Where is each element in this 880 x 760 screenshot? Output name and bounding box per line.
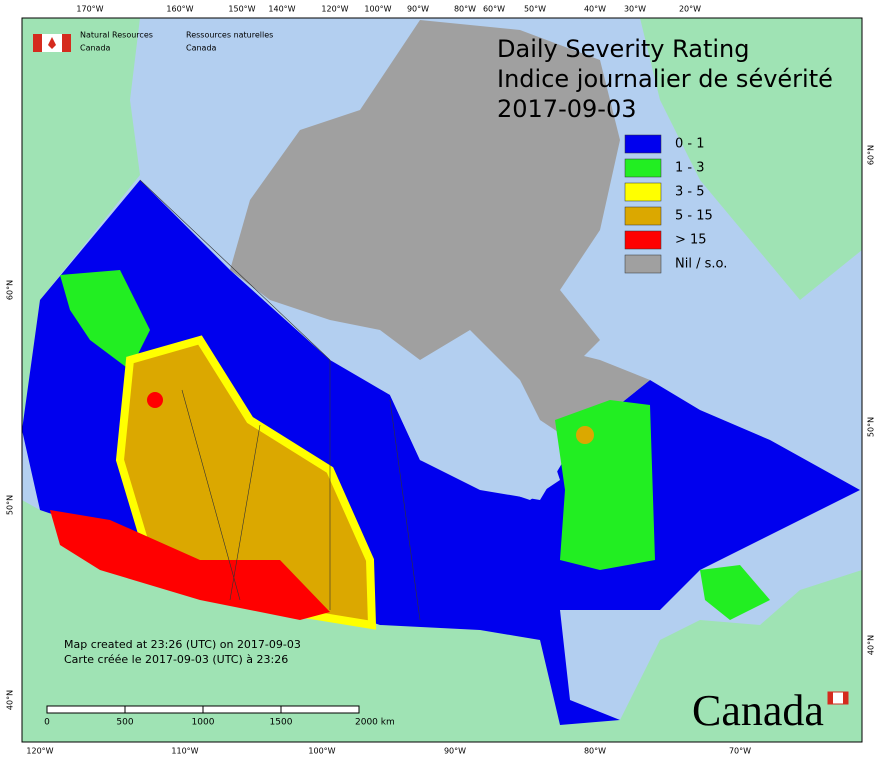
graticule-borders — [139, 179, 421, 621]
graticule-label: 50°W — [524, 5, 546, 14]
graticule-label: 170°W — [76, 5, 103, 14]
graticule-label: 50°N — [6, 495, 15, 515]
shape — [62, 34, 71, 52]
scale-segment — [46, 705, 126, 714]
shape — [33, 34, 42, 52]
scale-label: 1500 — [270, 718, 293, 728]
scale-segment — [124, 705, 204, 714]
scale-segment — [202, 705, 282, 714]
graticule-label: 60°N — [867, 145, 876, 165]
nrcan-logo: Natural Resources Canada Ressources natu… — [33, 31, 273, 53]
title: 2017-09-03 — [497, 95, 636, 123]
graticule-label: 90°W — [444, 747, 466, 756]
legend-label: 5 - 15 — [675, 209, 713, 224]
wordmark: Canada — [692, 686, 849, 735]
agency-en: Canada — [80, 44, 111, 53]
arctic-islands — [230, 20, 620, 380]
agency-en: Natural Resources — [80, 31, 153, 40]
legend-swatch — [624, 206, 662, 226]
legend-swatch — [624, 182, 662, 202]
graticule-label: 50°N — [867, 417, 876, 437]
graticule-label: 100°W — [308, 747, 335, 756]
graticule-label: 40°W — [584, 5, 606, 14]
graticule-label: 80°W — [454, 5, 476, 14]
hotspot — [147, 392, 163, 408]
yukon-green — [60, 270, 150, 370]
graticule-label: 30°W — [624, 5, 646, 14]
alaska — [22, 18, 140, 300]
graticule-label: 150°W — [228, 5, 255, 14]
graticule-label: 40°N — [867, 635, 876, 655]
united-states — [22, 500, 862, 742]
quebec-green — [555, 400, 655, 570]
scale-label: 0 — [44, 718, 50, 728]
graticule-label: 70°W — [729, 747, 751, 756]
graticule-label: 40°N — [6, 690, 15, 710]
legend-swatch — [624, 254, 662, 274]
graticule-label: 100°W — [364, 5, 391, 14]
shape — [828, 692, 833, 704]
graticule-label: 120°W — [26, 747, 53, 756]
legend-swatch — [624, 230, 662, 250]
shape — [139, 179, 421, 621]
legend-swatch — [624, 134, 662, 154]
scale-label: 1000 — [192, 718, 215, 728]
legend-label: > 15 — [675, 233, 707, 248]
graticule-label: 60°N — [6, 280, 15, 300]
scale-label: 2000 km — [355, 718, 395, 728]
graticule-label: 20°W — [679, 5, 701, 14]
graticule-label: 140°W — [268, 5, 295, 14]
hudson-bay — [390, 380, 560, 500]
scale-segment — [280, 705, 360, 714]
canada-wordmark: Canada — [692, 686, 824, 735]
canada-mainland — [22, 180, 860, 725]
credit: Carte créée le 2017-09-03 (UTC) à 23:26 — [64, 653, 288, 666]
graticule-label: 80°W — [584, 747, 606, 756]
legend-label: 3 - 5 — [675, 185, 705, 200]
hotspot — [576, 426, 594, 444]
credit: Map created at 23:26 (UTC) on 2017-09-03 — [64, 638, 301, 651]
agency-fr: Ressources naturelles — [186, 31, 273, 40]
south-red — [50, 510, 330, 620]
greenland — [640, 18, 862, 300]
graticule-label: 90°W — [407, 5, 429, 14]
title: Indice journalier de sévérité — [497, 65, 833, 93]
legend-label: 0 - 1 — [675, 137, 705, 152]
legend-label: Nil / s.o. — [675, 257, 727, 272]
title: Daily Severity Rating — [497, 35, 749, 63]
frame — [21, 17, 863, 743]
agency-fr: Canada — [186, 44, 217, 53]
shape — [48, 37, 56, 49]
graticule-label: 110°W — [171, 747, 198, 756]
graticule-label: 160°W — [166, 5, 193, 14]
shape — [843, 692, 848, 704]
ungava — [520, 350, 650, 440]
legend-swatch — [624, 158, 662, 178]
legend-label: 1 - 3 — [675, 161, 705, 176]
graticule-label: 120°W — [321, 5, 348, 14]
graticule-label: 60°W — [483, 5, 505, 14]
scale-label: 500 — [116, 718, 133, 728]
maritimes-green — [700, 565, 770, 620]
